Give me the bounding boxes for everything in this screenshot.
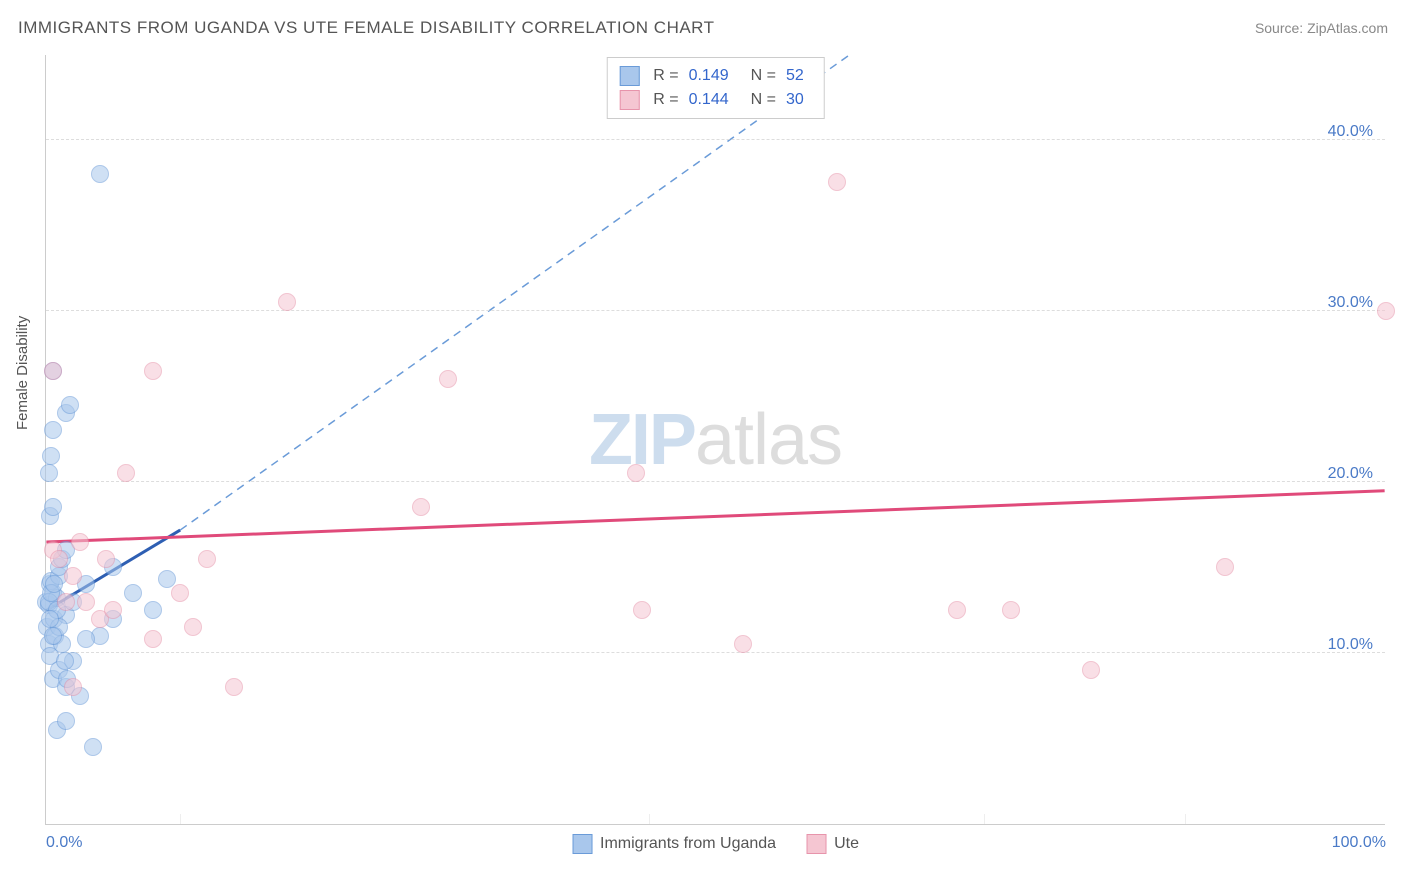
series1-name: Immigrants from Uganda [600, 835, 776, 853]
data-point-series1 [41, 610, 59, 628]
series1-swatch [619, 66, 639, 86]
data-point-series2 [117, 464, 135, 482]
data-point-series2 [627, 464, 645, 482]
data-point-series2 [64, 678, 82, 696]
data-point-series1 [84, 738, 102, 756]
watermark-part2: atlas [695, 400, 842, 480]
data-point-series2 [1002, 601, 1020, 619]
data-point-series2 [412, 498, 430, 516]
series1-n-value: 52 [786, 67, 804, 85]
series-legend: Immigrants from Uganda Ute [572, 834, 859, 854]
data-point-series2 [948, 601, 966, 619]
series2-swatch [806, 834, 826, 854]
source-attribution: Source: ZipAtlas.com [1255, 20, 1388, 36]
y-tick-label: 10.0% [1328, 636, 1373, 654]
data-point-series1 [144, 601, 162, 619]
gridline-horizontal [46, 481, 1385, 482]
data-point-series1 [44, 421, 62, 439]
data-point-series2 [104, 601, 122, 619]
series2-r-value: 0.144 [689, 91, 729, 109]
data-point-series2 [77, 593, 95, 611]
trend-line-series1-extension [180, 55, 849, 530]
data-point-series2 [71, 533, 89, 551]
legend-item-series2: Ute [806, 834, 859, 854]
data-point-series1 [56, 652, 74, 670]
data-point-series1 [124, 584, 142, 602]
y-tick-label: 40.0% [1328, 123, 1373, 141]
series1-swatch [572, 834, 592, 854]
chart-title: IMMIGRANTS FROM UGANDA VS UTE FEMALE DIS… [18, 18, 715, 38]
trend-line-series2 [46, 491, 1384, 542]
data-point-series2 [633, 601, 651, 619]
data-point-series2 [64, 567, 82, 585]
data-point-series2 [439, 370, 457, 388]
r-label: R = [653, 67, 678, 85]
gridline-horizontal [46, 310, 1385, 311]
data-point-series2 [57, 593, 75, 611]
data-point-series1 [44, 627, 62, 645]
gridline-vertical [649, 814, 650, 824]
data-point-series2 [1082, 661, 1100, 679]
data-point-series2 [184, 618, 202, 636]
data-point-series1 [45, 575, 63, 593]
y-tick-label: 20.0% [1328, 465, 1373, 483]
gridline-vertical [984, 814, 985, 824]
data-point-series1 [57, 712, 75, 730]
series2-n-value: 30 [786, 91, 804, 109]
legend-item-series1: Immigrants from Uganda [572, 834, 776, 854]
trend-lines-layer [46, 55, 1385, 824]
gridline-vertical [180, 814, 181, 824]
scatter-plot-area: ZIPatlas R = 0.149 N = 52 R = 0.144 N = … [45, 55, 1385, 825]
data-point-series2 [198, 550, 216, 568]
x-tick-label: 100.0% [1332, 834, 1386, 852]
series2-swatch [619, 90, 639, 110]
data-point-series1 [91, 165, 109, 183]
series2-name: Ute [834, 835, 859, 853]
data-point-series2 [50, 550, 68, 568]
y-axis-label: Female Disability [14, 316, 31, 430]
data-point-series1 [77, 630, 95, 648]
data-point-series2 [828, 173, 846, 191]
correlation-legend: R = 0.149 N = 52 R = 0.144 N = 30 [606, 57, 825, 119]
data-point-series2 [171, 584, 189, 602]
data-point-series2 [97, 550, 115, 568]
data-point-series1 [61, 396, 79, 414]
data-point-series1 [42, 447, 60, 465]
data-point-series2 [225, 678, 243, 696]
data-point-series2 [1216, 558, 1234, 576]
data-point-series1 [44, 498, 62, 516]
data-point-series1 [40, 464, 58, 482]
data-point-series2 [734, 635, 752, 653]
legend-row-series1: R = 0.149 N = 52 [619, 64, 812, 88]
r-label: R = [653, 91, 678, 109]
gridline-horizontal [46, 139, 1385, 140]
data-point-series2 [278, 293, 296, 311]
y-tick-label: 30.0% [1328, 294, 1373, 312]
series1-r-value: 0.149 [689, 67, 729, 85]
n-label: N = [751, 67, 776, 85]
data-point-series2 [144, 630, 162, 648]
gridline-horizontal [46, 652, 1385, 653]
data-point-series2 [44, 362, 62, 380]
data-point-series2 [1377, 302, 1395, 320]
n-label: N = [751, 91, 776, 109]
legend-row-series2: R = 0.144 N = 30 [619, 88, 812, 112]
gridline-vertical [1185, 814, 1186, 824]
data-point-series2 [144, 362, 162, 380]
x-tick-label: 0.0% [46, 834, 82, 852]
